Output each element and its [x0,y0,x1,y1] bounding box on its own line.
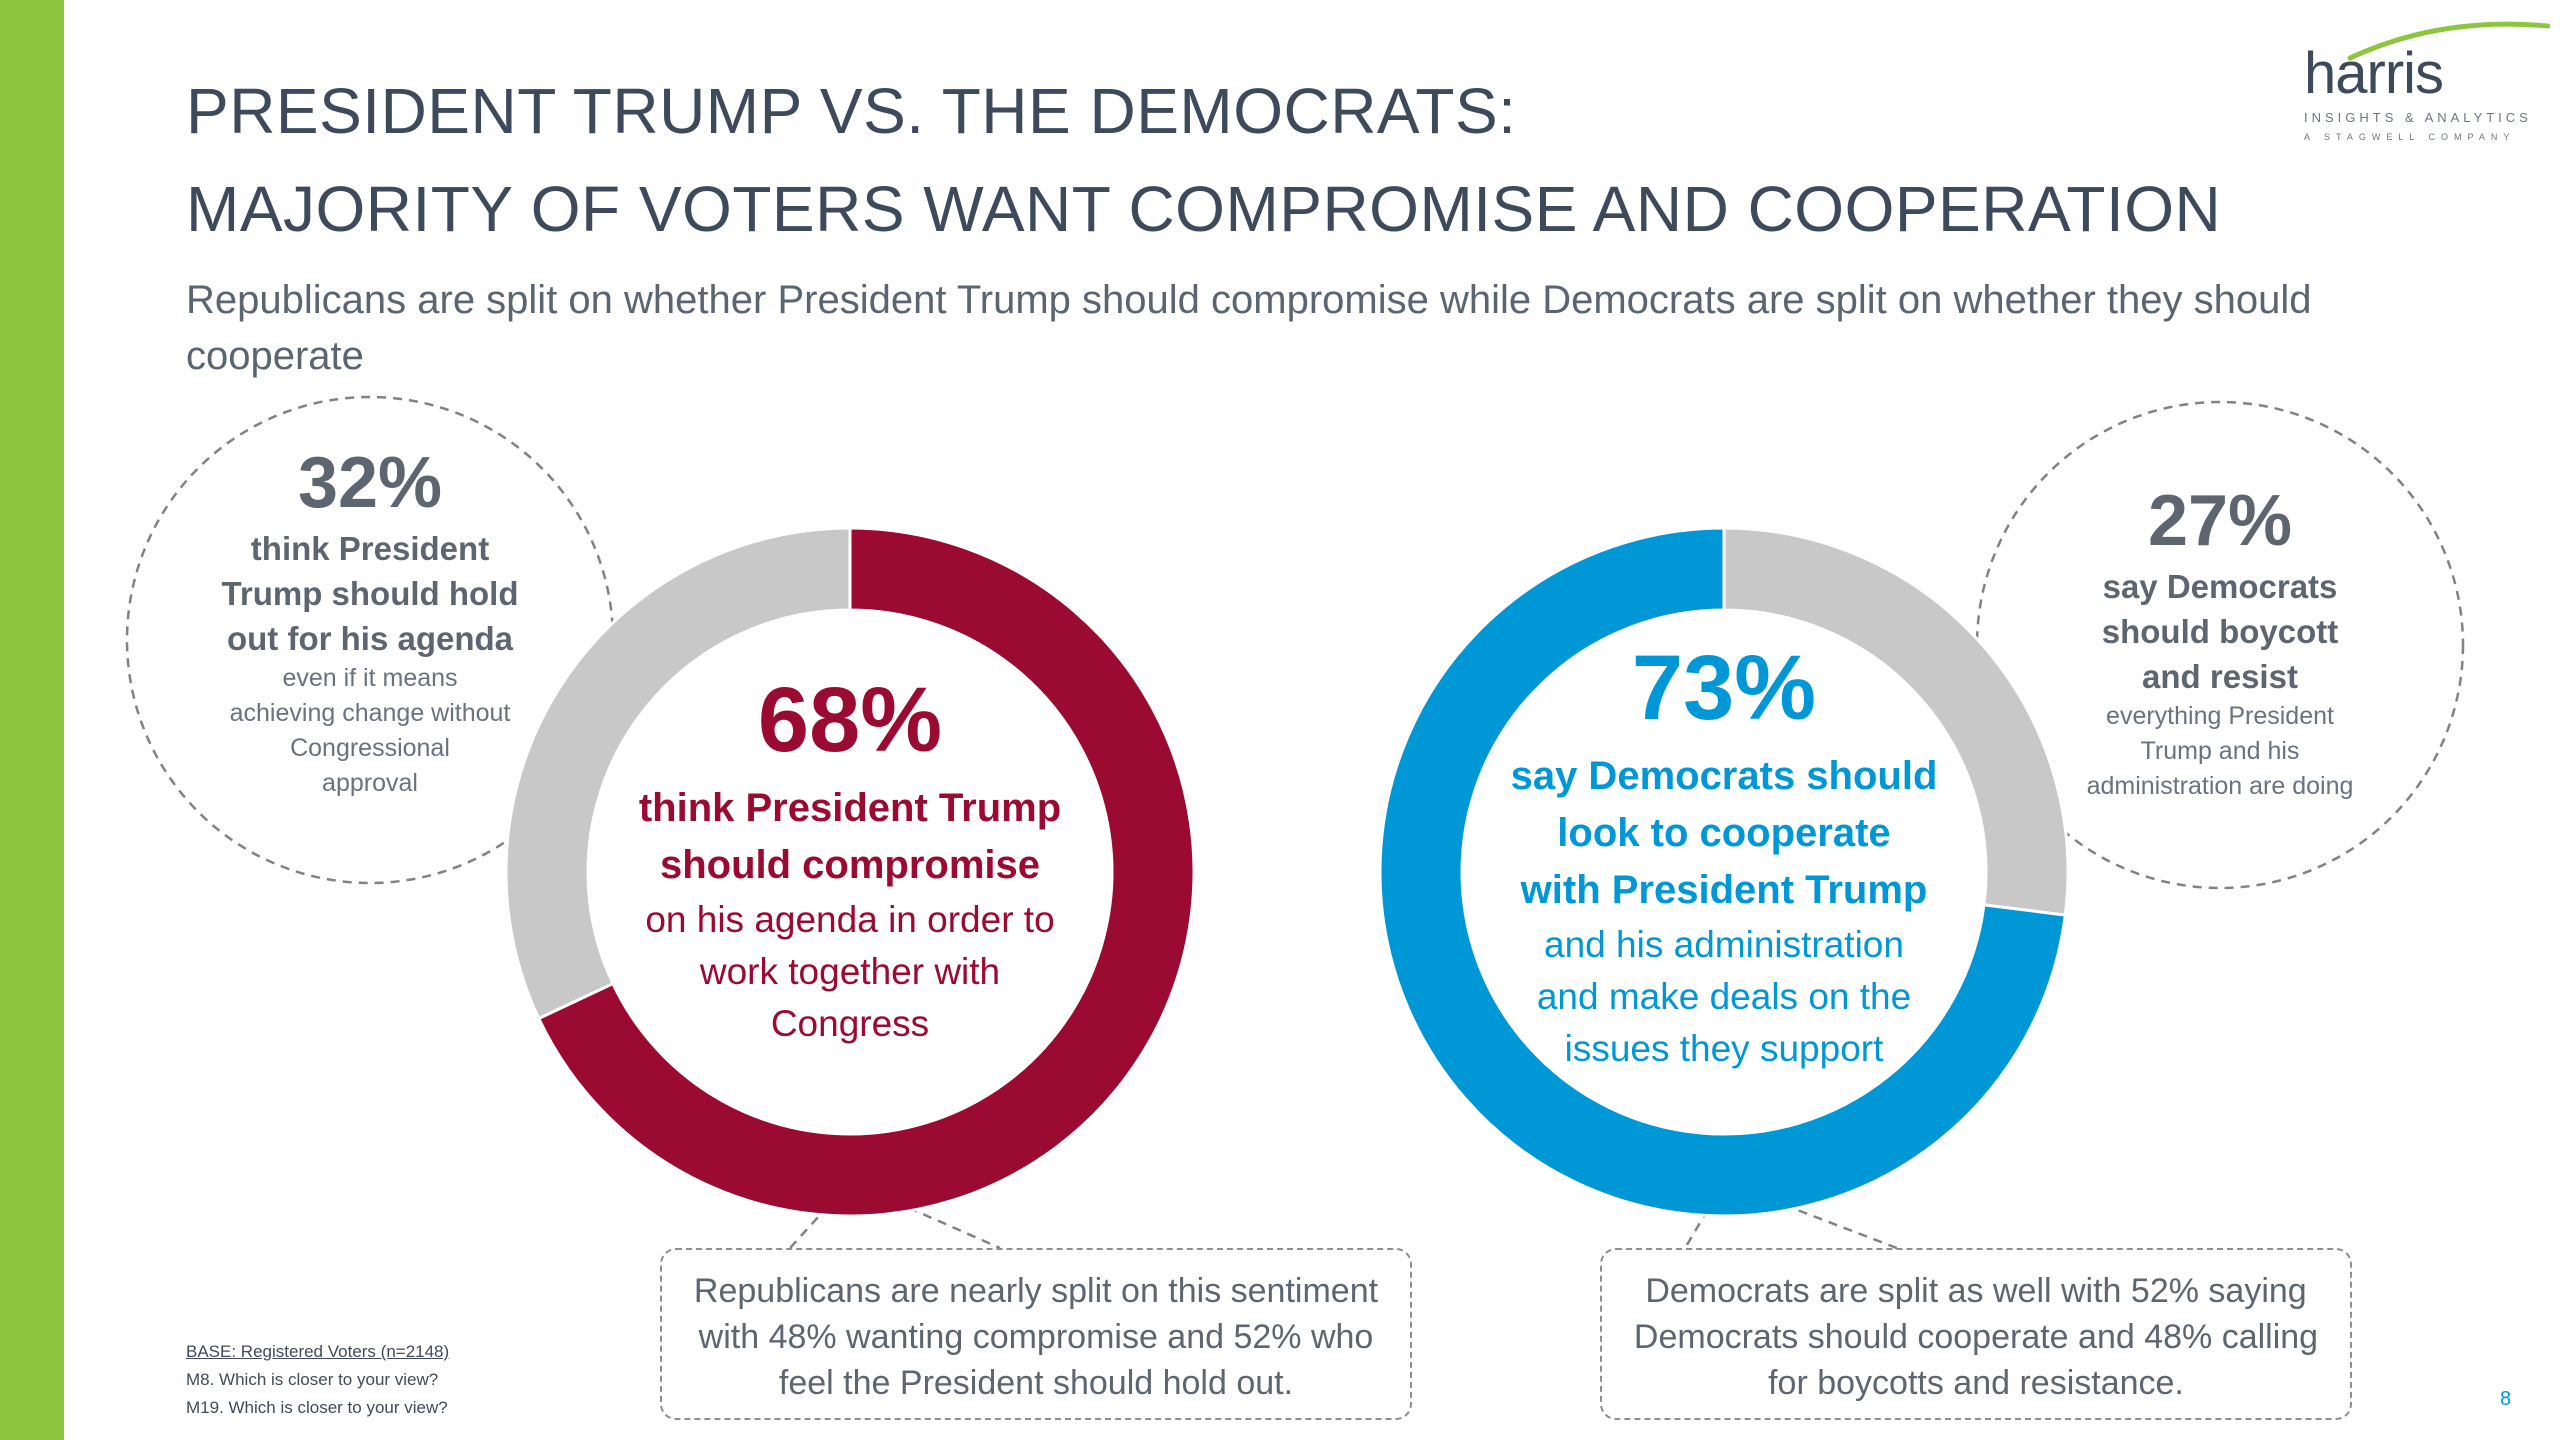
callout-boycott-pct: 27% [2147,481,2293,561]
callout-boycott-bold-2: should boycott [2101,613,2339,650]
callout-compromise: 68% think President Trump should comprom… [590,660,1110,1050]
note-box-democrats: Democrats are split as well with 52% say… [1600,1248,2352,1420]
callout-compromise-detail-3: Congress [770,1003,930,1044]
note-box-republicans: Republicans are nearly split on this sen… [660,1248,1412,1420]
page-number: 8 [2500,1388,2512,1410]
note-republicans-line-1: Republicans are nearly split on this sen… [693,1272,1379,1310]
logo-swoosh-icon [2347,21,2550,61]
callout-hold-out-bold-3: out for his agenda [226,620,513,657]
donut-republicans-segment-main [536,526,1196,1218]
question-m19: M19. Which is closer to your view? [186,1398,448,1417]
logo-wordmark: harris [2304,41,2444,106]
donut-chart-democrats [1378,526,2070,1218]
callout-compromise-pct: 68% [757,669,943,771]
donut-democrats-segment-remainder [1722,526,2070,917]
callout-cooperate-detail-3: issues they support [1564,1028,1884,1069]
base-sample: BASE: Registered Voters (n=2148) [186,1342,450,1361]
callout-hold-out-detail-1: even if it means [282,664,458,692]
callout-hold-out-pct: 32% [297,443,443,523]
title-line-2: MAJORITY OF VOTERS WANT COMPROMISE AND C… [186,173,2222,245]
callout-hold-out-bold-2: Trump should hold [221,575,519,612]
callout-compromise-detail-1: on his agenda in order to [645,899,1055,940]
callout-boycott-bold-1: say Democrats [2102,568,2338,605]
callout-compromise-detail-2: work together with [699,951,1001,992]
callout-boycott-bold-3: and resist [2142,658,2298,695]
callout-cooperate: 73% say Democrats should look to coopera… [1464,628,1984,1075]
note-republicans-line-3: feel the President should hold out. [778,1364,1294,1402]
accent-bar [0,0,64,1440]
callout-cooperate-bold-1: say Democrats should [1510,754,1938,798]
question-m8: M8. Which is closer to your view? [186,1370,439,1389]
callout-compromise-bold-2: should compromise [659,843,1041,887]
callout-cooperate-detail-2: and make deals on the [1536,976,1912,1017]
note-democrats-line-2: Democrats should cooperate and 48% calli… [1633,1318,2319,1356]
callout-cooperate-bold-3: with President Trump [1520,868,1928,912]
logo-tagline: INSIGHTS & ANALYTICS [2304,110,2532,125]
right-dashed-circle [1975,400,2465,890]
harris-logo: harris INSIGHTS & ANALYTICS A STAGWELL C… [2290,18,2550,148]
callout-hold-out-detail-4: approval [322,769,418,797]
callout-cooperate-bold-2: look to cooperate [1557,811,1891,855]
callout-hold-out: 32% think President Trump should hold ou… [190,440,550,801]
callout-hold-out-bold-1: think President [250,530,490,567]
callout-cooperate-detail-1: and his administration [1544,924,1904,965]
callout-boycott-detail-3: administration are doing [2086,772,2354,800]
page-subtitle: Republicans are split on whether Preside… [186,278,2312,378]
callout-boycott: 27% say Democrats should boycott and res… [2040,478,2400,804]
callout-hold-out-detail-2: achieving change without [229,699,511,727]
donut-chart-republicans [504,526,1196,1218]
callout-cooperate-pct: 73% [1631,637,1817,739]
callout-compromise-bold-1: think President Trump [638,786,1062,830]
callout-boycott-detail-1: everything President [2106,702,2334,730]
base-footnote: BASE: Registered Voters (n=2148) M8. Whi… [186,1338,449,1422]
left-connector-b [849,1180,1001,1250]
donut-democrats-segment-main [1378,526,2067,1218]
callout-hold-out-detail-3: Congressional [290,734,450,762]
note-democrats-line-3: for boycotts and resistance. [1768,1364,2184,1402]
donut-republicans-segment-remainder [504,526,852,1021]
page-title: PRESIDENT TRUMP VS. THE DEMOCRATS: MAJOR… [186,62,2221,258]
title-line-1: PRESIDENT TRUMP VS. THE DEMOCRATS: [186,75,1517,147]
logo-company: A STAGWELL COMPANY [2304,132,2516,142]
note-republicans-line-2: with 48% wanting compromise and 52% who [698,1318,1374,1356]
note-democrats-line-1: Democrats are split as well with 52% say… [1645,1272,2307,1310]
callout-boycott-detail-2: Trump and his [2140,737,2300,765]
